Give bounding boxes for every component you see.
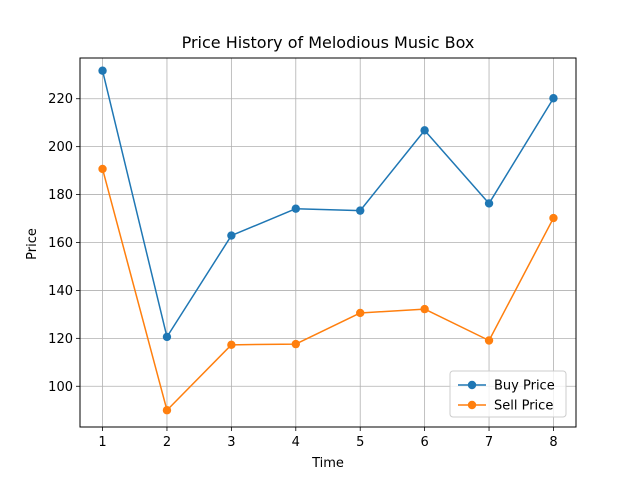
legend-sell-price-marker <box>467 400 477 410</box>
sell-price-point <box>98 164 107 174</box>
x-tick-label: 7 <box>485 435 493 450</box>
sell-price-point <box>420 304 429 314</box>
x-tick-label: 5 <box>356 435 364 450</box>
x-axis-label: Time <box>311 456 344 471</box>
y-tick-label: 100 <box>48 380 73 395</box>
legend-buy-price-label: Buy Price <box>494 379 555 394</box>
chart-title: Price History of Melodious Music Box <box>182 33 475 52</box>
sell-price-point <box>356 308 365 318</box>
series-layer <box>98 66 558 415</box>
y-tick-label: 220 <box>48 92 73 107</box>
grid <box>80 58 576 427</box>
y-tick-label: 160 <box>48 236 73 251</box>
sell-price-point <box>162 406 172 415</box>
buy-price-point <box>162 332 172 342</box>
legend-sell-price-label: Sell Price <box>494 399 553 414</box>
x-tick-label: 1 <box>98 435 106 450</box>
x-tick-label: 8 <box>549 435 557 450</box>
sell-price-line <box>101 168 555 411</box>
buy-price-point <box>484 199 494 208</box>
y-axis-label: Price <box>25 228 40 260</box>
sell-price-point <box>549 213 558 223</box>
y-tick-label: 200 <box>48 140 73 155</box>
y-tick-label: 140 <box>48 284 73 299</box>
legend-buy-price-marker <box>467 380 477 390</box>
buy-price-point <box>227 231 236 240</box>
y-tick-label: 180 <box>48 188 73 203</box>
ticks: 1 2 3 4 5 6 7 8 100 120 140 160 180 200 220 <box>48 92 557 450</box>
buy-price-line <box>101 70 555 338</box>
x-tick-label: 6 <box>420 435 428 450</box>
sell-price-point <box>227 340 236 350</box>
buy-price-point <box>549 94 558 103</box>
buy-price-point <box>291 204 300 213</box>
buy-price-point <box>98 66 107 75</box>
y-tick-label: 120 <box>48 332 73 347</box>
x-tick-label: 4 <box>292 435 300 450</box>
buy-price-point <box>356 206 365 215</box>
buy-price-point <box>420 126 429 135</box>
x-tick-label: 2 <box>163 435 171 450</box>
sell-price-point <box>291 339 300 349</box>
x-tick-label: 3 <box>227 435 235 450</box>
legend: Buy Price Sell Price <box>449 370 567 418</box>
sell-price-point <box>484 336 494 345</box>
